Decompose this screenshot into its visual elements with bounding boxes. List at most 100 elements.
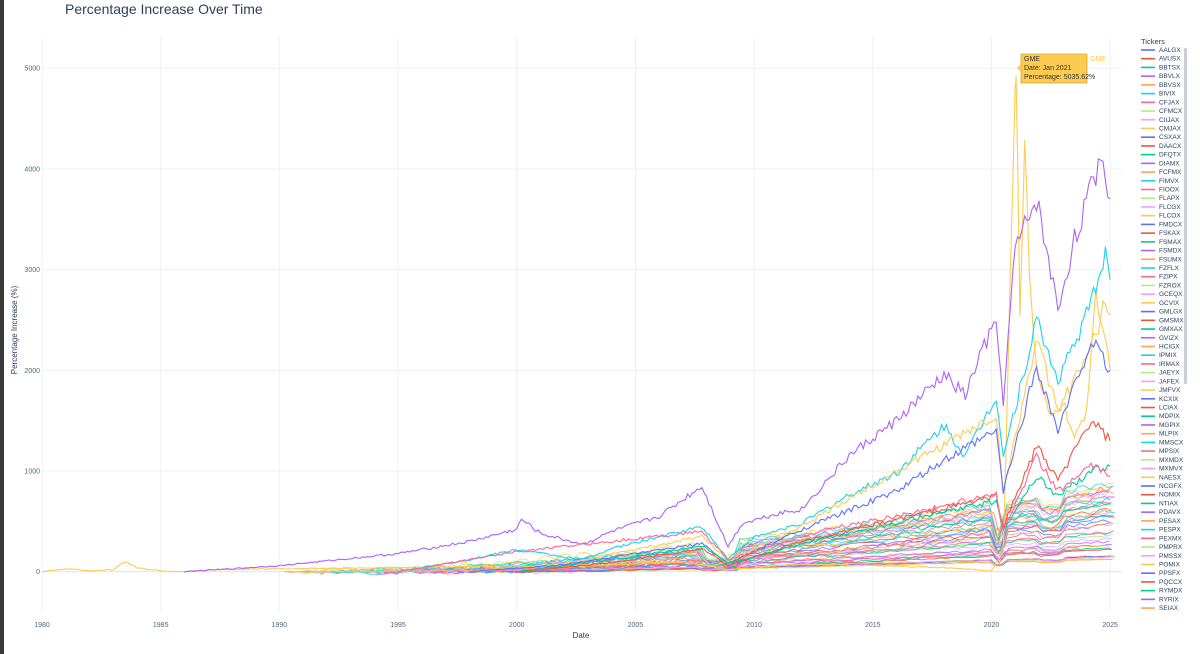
- legend-label: FZROX: [1159, 282, 1182, 289]
- legend-item-seiax[interactable]: SEIAX: [1141, 605, 1179, 612]
- legend-label: PPSFX: [1159, 570, 1181, 577]
- legend-item-mgpix[interactable]: MGPIX: [1141, 422, 1181, 429]
- legend-label: MPSIX: [1159, 448, 1180, 455]
- x-tick-label: 2025: [1102, 622, 1118, 629]
- legend-item-gceqx[interactable]: GCEQX: [1141, 291, 1183, 298]
- legend-item-jmfvx[interactable]: JMFVX: [1141, 387, 1181, 394]
- legend-item-ipmix[interactable]: IPMIX: [1141, 352, 1177, 359]
- x-tick-label: 2010: [746, 622, 762, 629]
- legend-item-gmlgx[interactable]: GMLGX: [1141, 309, 1183, 316]
- legend-item-csxax[interactable]: CSXAX: [1141, 134, 1182, 141]
- legend-item-pqccx[interactable]: PQCCX: [1141, 579, 1183, 586]
- legend-item-naesx[interactable]: NAESX: [1141, 474, 1182, 481]
- legend-item-fsmdx[interactable]: FSMDX: [1141, 248, 1182, 255]
- legend-label: PMSSX: [1159, 553, 1182, 560]
- legend-item-pmssx[interactable]: PMSSX: [1141, 553, 1182, 560]
- legend-scrollbar[interactable]: [1184, 48, 1187, 384]
- series-line-mdpix[interactable]: [516, 464, 1111, 573]
- series-line-lciax[interactable]: [516, 420, 1111, 573]
- legend-item-flcox[interactable]: FLCOX: [1141, 213, 1181, 220]
- legend-label: RYMDX: [1159, 588, 1183, 595]
- legend-item-cmjax[interactable]: CMJAX: [1141, 125, 1182, 132]
- legend-item-ppsfx[interactable]: PPSFX: [1141, 570, 1181, 577]
- x-tick-label: 2005: [628, 622, 644, 629]
- legend-item-kcxix[interactable]: KCXIX: [1141, 396, 1179, 403]
- legend-item-fioox[interactable]: FIOOX: [1141, 187, 1180, 194]
- legend-item-bbvlx[interactable]: BBVLX: [1141, 73, 1181, 80]
- legend-label: PESAX: [1159, 518, 1181, 525]
- legend-label: FIOOX: [1159, 187, 1180, 194]
- legend-item-fskax[interactable]: FSKAX: [1141, 230, 1181, 237]
- series-line-fmdcx[interactable]: [469, 339, 1111, 573]
- legend-item-cfmcx[interactable]: CFMCX: [1141, 108, 1183, 115]
- legend-label: CSXAX: [1159, 134, 1182, 141]
- legend-item-fcfmx[interactable]: FCFMX: [1141, 169, 1182, 176]
- legend-item-pmprx[interactable]: PMPRX: [1141, 544, 1183, 551]
- legend-item-ryrix[interactable]: RYRIX: [1141, 596, 1179, 603]
- series-line-fzipx[interactable]: [397, 451, 1111, 573]
- legend-item-gvizx[interactable]: GVIZX: [1141, 335, 1179, 342]
- legend-item-pexmx[interactable]: PEXMX: [1141, 535, 1182, 542]
- legend-item-hcigx[interactable]: HCIGX: [1141, 343, 1180, 350]
- legend-item-fzflx[interactable]: FZFLX: [1141, 265, 1180, 272]
- legend-item-bbvsx[interactable]: BBVSX: [1141, 82, 1181, 89]
- legend-item-daacx[interactable]: DAACX: [1141, 143, 1182, 150]
- legend-label: CIIJAX: [1159, 117, 1180, 124]
- legend-item-flapx[interactable]: FLAPX: [1141, 195, 1180, 202]
- legend-item-cfjax[interactable]: CFJAX: [1141, 99, 1180, 106]
- legend-item-gmsmx[interactable]: GMSMX: [1141, 317, 1184, 324]
- legend-item-fzrox[interactable]: FZROX: [1141, 282, 1182, 289]
- legend-item-mmscx[interactable]: MMSCX: [1141, 439, 1184, 446]
- legend-item-aalgx[interactable]: AALGX: [1141, 47, 1181, 54]
- legend-item-bivix[interactable]: BIVIX: [1141, 91, 1176, 98]
- legend-label: GMXAX: [1159, 326, 1183, 333]
- legend-item-ncgfx[interactable]: NCGFX: [1141, 483, 1182, 490]
- legend-item-ciijax[interactable]: CIIJAX: [1141, 117, 1180, 124]
- legend-item-mxmvx[interactable]: MXMVX: [1141, 466, 1184, 473]
- series-line-ryrix[interactable]: [184, 157, 1111, 573]
- legend-item-fmdcx[interactable]: FMDCX: [1141, 221, 1183, 228]
- legend-item-jaeyx[interactable]: JAEYX: [1141, 370, 1180, 377]
- legend-item-pdavx[interactable]: PDAVX: [1141, 509, 1181, 516]
- legend-item-pesax[interactable]: PESAX: [1141, 518, 1181, 525]
- legend-label: BBVSX: [1159, 82, 1181, 89]
- legend-item-mpsix[interactable]: MPSIX: [1141, 448, 1180, 455]
- legend-item-nomix[interactable]: NOMIX: [1141, 492, 1181, 499]
- x-tick-label: 2000: [509, 622, 525, 629]
- legend-label: MDPIX: [1159, 413, 1180, 420]
- series-line-background: [341, 514, 1114, 574]
- legend-item-jafex[interactable]: JAFEX: [1141, 378, 1180, 385]
- legend-item-irmax[interactable]: IRMAX: [1141, 361, 1180, 368]
- legend-item-lciax[interactable]: LCIAX: [1141, 405, 1178, 412]
- legend-item-fsumx[interactable]: FSUMX: [1141, 256, 1182, 263]
- y-tick-label: 4000: [24, 166, 40, 173]
- tooltip-side-label: GME: [1090, 56, 1106, 63]
- legend-item-flcgx[interactable]: FLCGX: [1141, 204, 1181, 211]
- legend-item-pomix[interactable]: POMIX: [1141, 561, 1181, 568]
- legend-item-fimvx[interactable]: FIMVX: [1141, 178, 1180, 185]
- legend-label: MMSCX: [1159, 439, 1184, 446]
- legend-item-rymdx[interactable]: RYMDX: [1141, 588, 1183, 595]
- series-line-background: [432, 540, 1110, 574]
- legend-item-mxmdx[interactable]: MXMDX: [1141, 457, 1184, 464]
- legend-label: FLCGX: [1159, 204, 1181, 211]
- legend-item-gmxax[interactable]: GMXAX: [1141, 326, 1183, 333]
- legend-item-dfqtx[interactable]: DFQTX: [1141, 152, 1182, 159]
- legend-label: FZFLX: [1159, 265, 1180, 272]
- legend-item-avusx[interactable]: AVUSX: [1141, 56, 1181, 63]
- legend-item-mdpix[interactable]: MDPIX: [1141, 413, 1180, 420]
- legend-item-diamx[interactable]: DIAMX: [1141, 160, 1180, 167]
- series-line-fimvx[interactable]: [397, 246, 1111, 573]
- legend-item-pespx[interactable]: PESPX: [1141, 527, 1181, 534]
- legend-item-fzipx[interactable]: FZIPX: [1141, 274, 1178, 281]
- series-line-gme[interactable]: [41, 75, 1111, 573]
- x-tick-label: 2020: [984, 622, 1000, 629]
- legend-item-ntiax[interactable]: NTIAX: [1141, 500, 1179, 507]
- legend-item-bbtsx[interactable]: BBTSX: [1141, 64, 1181, 71]
- legend-item-fsmax[interactable]: FSMAX: [1141, 239, 1182, 246]
- legend-item-mlpix[interactable]: MLPIX: [1141, 431, 1179, 438]
- legend-item-gcvix[interactable]: GCVIX: [1141, 300, 1180, 307]
